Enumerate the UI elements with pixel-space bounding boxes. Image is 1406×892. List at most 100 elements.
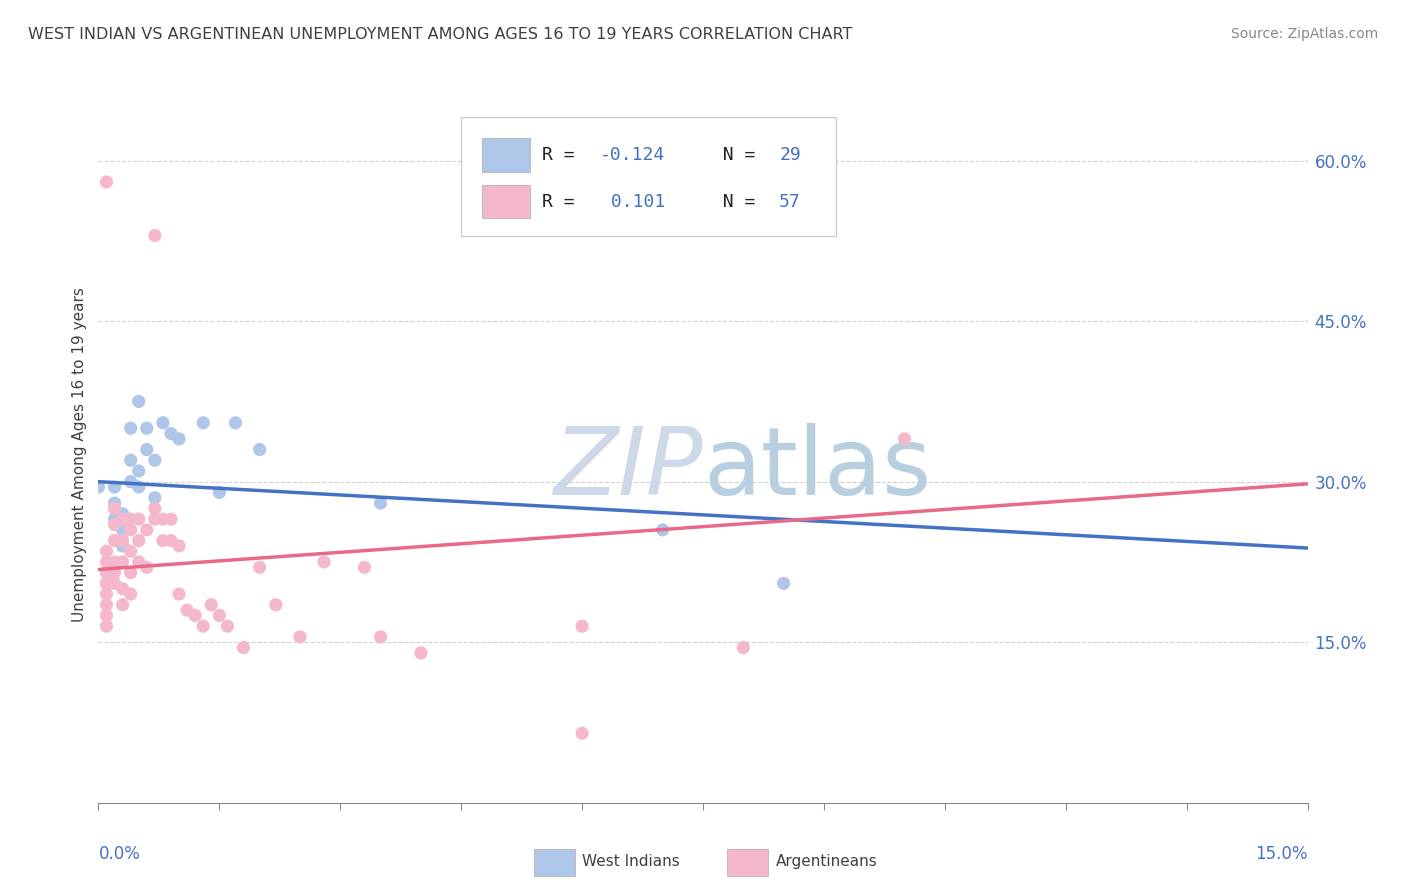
Point [409, 646, 432, 660]
Point [96, 175, 118, 189]
Point [232, 640, 254, 655]
Text: West Indians: West Indians [582, 855, 681, 870]
Point [160, 533, 183, 548]
Point [111, 523, 134, 537]
Point [152, 512, 174, 526]
Point [120, 475, 142, 489]
Point [167, 539, 190, 553]
Point [128, 464, 150, 478]
Text: Source: ZipAtlas.com: Source: ZipAtlas.com [1230, 27, 1378, 41]
Point [96, 576, 118, 591]
Point [103, 576, 125, 591]
Point [160, 426, 183, 441]
Point [217, 619, 239, 633]
Point [314, 555, 336, 569]
Point [120, 512, 142, 526]
Text: WEST INDIAN VS ARGENTINEAN UNEMPLOYMENT AMONG AGES 16 TO 19 YEARS CORRELATION CH: WEST INDIAN VS ARGENTINEAN UNEMPLOYMENT … [28, 27, 852, 42]
Point [103, 501, 125, 516]
Point [96, 566, 118, 580]
Point [111, 555, 134, 569]
Point [152, 533, 174, 548]
Point [111, 512, 134, 526]
Text: ZIP: ZIP [554, 424, 703, 515]
Point [120, 544, 142, 558]
Point [96, 544, 118, 558]
Text: R =: R = [543, 193, 596, 211]
Point [103, 512, 125, 526]
Point [96, 555, 118, 569]
Text: 0.101: 0.101 [600, 193, 665, 211]
Point [571, 619, 593, 633]
FancyBboxPatch shape [461, 118, 837, 235]
Point [128, 480, 150, 494]
Point [193, 416, 215, 430]
Point [120, 587, 142, 601]
Point [571, 726, 593, 740]
Text: N =: N = [700, 193, 766, 211]
Point [370, 496, 392, 510]
Point [772, 576, 794, 591]
Point [353, 560, 375, 574]
Point [135, 560, 157, 574]
Point [733, 640, 755, 655]
Point [120, 523, 142, 537]
Point [249, 560, 271, 574]
Point [96, 576, 118, 591]
Text: 29: 29 [779, 146, 801, 164]
Point [135, 442, 157, 457]
Point [103, 517, 125, 532]
Point [208, 608, 231, 623]
Point [370, 630, 392, 644]
Point [103, 480, 125, 494]
FancyBboxPatch shape [482, 138, 530, 172]
Point [135, 523, 157, 537]
Point [152, 416, 174, 430]
Text: 0.0%: 0.0% [98, 845, 141, 863]
Point [103, 533, 125, 548]
Y-axis label: Unemployment Among Ages 16 to 19 years: Unemployment Among Ages 16 to 19 years [72, 287, 87, 623]
Point [224, 416, 246, 430]
Point [103, 555, 125, 569]
Point [111, 507, 134, 521]
Point [128, 533, 150, 548]
Point [96, 566, 118, 580]
Point [96, 598, 118, 612]
Point [103, 566, 125, 580]
Point [111, 582, 134, 596]
Point [176, 603, 198, 617]
Point [193, 619, 215, 633]
Point [128, 555, 150, 569]
Point [111, 598, 134, 612]
FancyBboxPatch shape [727, 849, 768, 876]
Point [135, 421, 157, 435]
Point [96, 587, 118, 601]
Point [160, 512, 183, 526]
Text: 15.0%: 15.0% [1256, 845, 1308, 863]
Text: R =: R = [543, 146, 586, 164]
Point [128, 394, 150, 409]
Point [208, 485, 231, 500]
Text: -0.124: -0.124 [600, 146, 665, 164]
Point [120, 453, 142, 467]
Point [128, 512, 150, 526]
Point [111, 539, 134, 553]
Point [184, 608, 207, 623]
Point [167, 432, 190, 446]
Point [200, 598, 222, 612]
Text: atlas: atlas [703, 423, 931, 515]
Point [288, 630, 311, 644]
Point [96, 619, 118, 633]
Point [143, 453, 166, 467]
Point [87, 480, 110, 494]
Text: 57: 57 [779, 193, 801, 211]
FancyBboxPatch shape [534, 849, 575, 876]
Point [120, 566, 142, 580]
Point [893, 432, 915, 446]
Point [111, 533, 134, 548]
Point [143, 228, 166, 243]
Point [120, 421, 142, 435]
Point [143, 501, 166, 516]
Text: Argentineans: Argentineans [776, 855, 877, 870]
Point [143, 491, 166, 505]
Point [167, 587, 190, 601]
